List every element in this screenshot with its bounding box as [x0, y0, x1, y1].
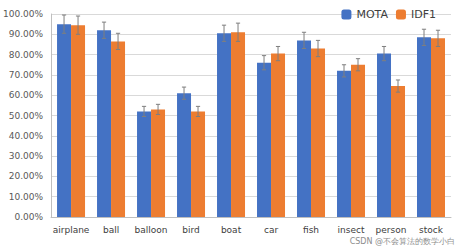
svg-text:40.00%: 40.00%	[9, 131, 44, 141]
svg-text:80.00%: 80.00%	[9, 50, 44, 60]
svg-text:CSDN @不会算法的数学小白: CSDN @不会算法的数学小白	[350, 237, 455, 246]
svg-text:stock: stock	[419, 225, 444, 235]
svg-text:fish: fish	[303, 225, 319, 235]
svg-text:ball: ball	[103, 225, 119, 235]
svg-text:10.00%: 10.00%	[9, 192, 44, 202]
svg-text:20.00%: 20.00%	[9, 171, 44, 181]
svg-text:50.00%: 50.00%	[9, 111, 44, 121]
svg-text:60.00%: 60.00%	[9, 90, 44, 100]
svg-text:MOTA: MOTA	[356, 8, 388, 21]
svg-text:IDF1: IDF1	[411, 8, 436, 21]
svg-text:insect: insect	[338, 225, 365, 235]
svg-text:balloon: balloon	[135, 225, 168, 235]
svg-text:boat: boat	[221, 225, 242, 235]
svg-text:person: person	[376, 225, 407, 235]
svg-text:90.00%: 90.00%	[9, 29, 44, 39]
svg-text:0.00%: 0.00%	[14, 212, 43, 222]
svg-text:100.00%: 100.00%	[3, 9, 43, 19]
svg-text:30.00%: 30.00%	[9, 151, 44, 161]
svg-text:bird: bird	[182, 225, 199, 235]
svg-text:car: car	[264, 225, 278, 235]
svg-text:70.00%: 70.00%	[9, 70, 44, 80]
svg-text:airplane: airplane	[53, 225, 90, 235]
